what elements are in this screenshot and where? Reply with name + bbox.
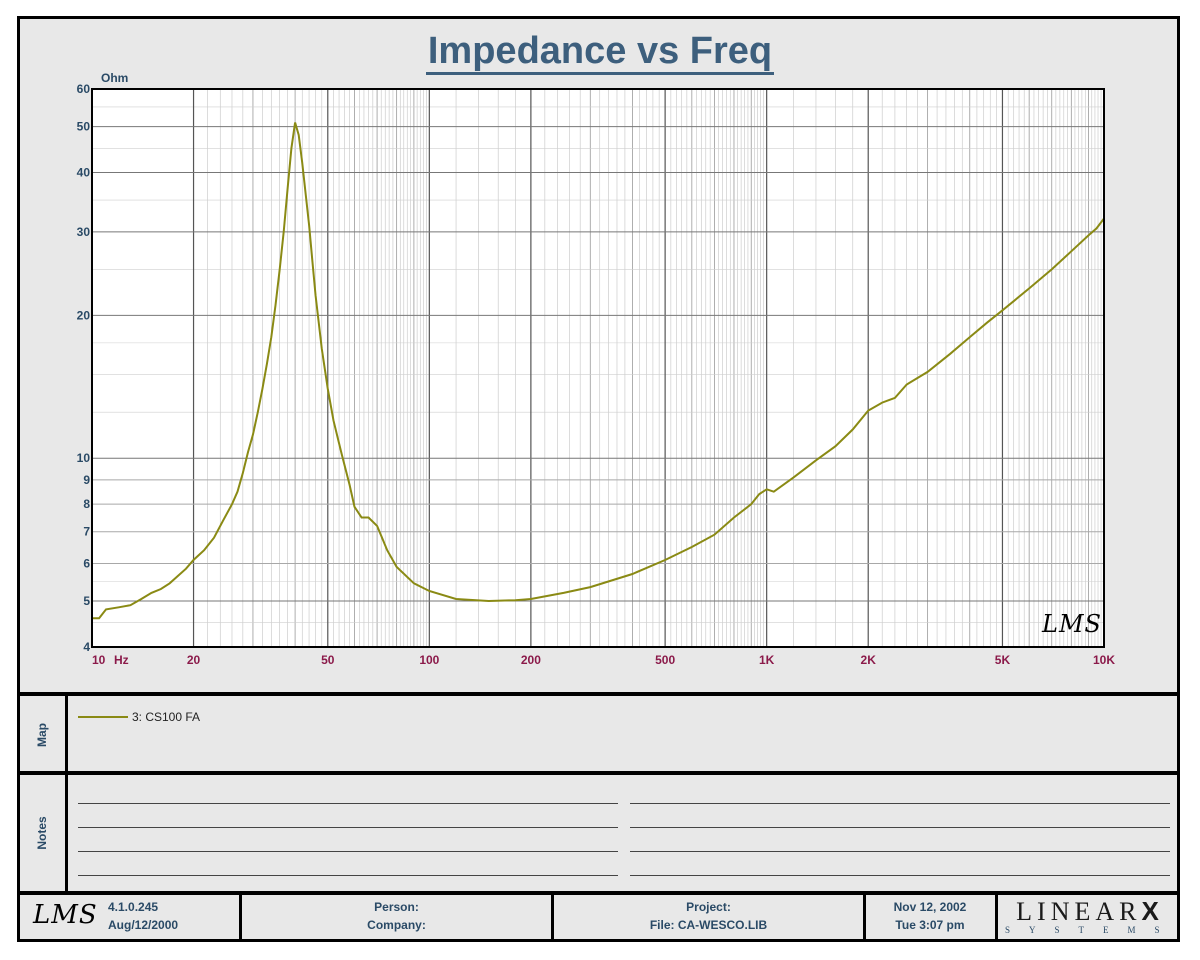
- notes-line[interactable]: [78, 803, 618, 804]
- time-text: Tue 3:07 pm: [895, 918, 965, 932]
- lms-logo: LMS: [33, 900, 98, 930]
- y-axis-unit: Ohm: [101, 71, 128, 85]
- y-tick-label: 40: [77, 166, 91, 180]
- linearx-logo: LINEARX SYSTEMS: [1005, 898, 1175, 935]
- lms-watermark: LMS: [1042, 610, 1102, 638]
- x-tick-label: 10: [92, 653, 106, 667]
- linearx-x-mark: X: [1141, 896, 1164, 926]
- notes-section-label: Notes: [35, 816, 49, 850]
- divider: [17, 891, 1180, 895]
- notes-line[interactable]: [78, 875, 618, 876]
- project-info: Project: File: CA-WESCO.LIB: [554, 898, 863, 938]
- notes-line[interactable]: [630, 803, 1170, 804]
- divider: [239, 894, 242, 942]
- y-tick-label: 4: [83, 640, 90, 654]
- company-label: Company:: [367, 918, 426, 932]
- divider: [65, 692, 68, 894]
- map-section-label: Map: [35, 723, 49, 747]
- x-tick-label: 100: [419, 653, 439, 667]
- x-tick-label: 1K: [759, 653, 775, 667]
- file-name: File: CA-WESCO.LIB: [649, 918, 768, 932]
- notes-line[interactable]: [630, 827, 1170, 828]
- y-tick-label: 5: [83, 594, 90, 608]
- impedance-curve: [92, 122, 1105, 620]
- x-tick-label: 50: [321, 653, 335, 667]
- y-tick-label: 60: [77, 82, 91, 96]
- notes-line[interactable]: [630, 851, 1170, 852]
- date-text: Nov 12, 2002: [893, 900, 967, 914]
- version-number: 4.1.0.245: [108, 900, 159, 914]
- impedance-chart: 60 50 40 30 20 10 9 8 7 6 5 4 10 20 50 100 200 500 1K 2K 5K…: [77, 71, 1116, 667]
- x-tick-label: 500: [655, 653, 675, 667]
- x-tick-label: 10K: [1093, 653, 1115, 667]
- legend-swatch: [78, 716, 128, 718]
- person-info: Person: Company:: [242, 898, 551, 938]
- x-tick-label: 5K: [995, 653, 1011, 667]
- notes-line[interactable]: [78, 851, 618, 852]
- x-tick-label: 200: [521, 653, 541, 667]
- divider: [863, 894, 866, 942]
- linearx-wordmark: LINEAR: [1016, 897, 1142, 926]
- build-date: Aug/12/2000: [108, 918, 179, 932]
- linearx-subtitle: SYSTEMS: [1005, 925, 1179, 935]
- version-info: 4.1.0.245 Aug/12/2000: [108, 898, 228, 938]
- project-label: Project:: [686, 900, 731, 914]
- y-tick-label: 7: [83, 525, 90, 539]
- divider: [17, 692, 1180, 696]
- y-tick-label: 30: [77, 225, 91, 239]
- notes-line[interactable]: [78, 827, 618, 828]
- plot-border: [91, 88, 1105, 648]
- timestamp: Nov 12, 2002 Tue 3:07 pm: [866, 898, 994, 938]
- y-tick-label: 6: [83, 556, 90, 570]
- y-tick-label: 8: [83, 497, 90, 511]
- person-label: Person:: [374, 900, 419, 914]
- y-tick-label: 20: [77, 308, 91, 322]
- divider: [995, 894, 998, 942]
- notes-line[interactable]: [630, 875, 1170, 876]
- divider: [17, 771, 1180, 775]
- chart-title: Impedance vs Freq: [0, 30, 1200, 75]
- divider: [551, 894, 554, 942]
- legend-entry: 3: CS100 FA: [132, 710, 201, 724]
- x-tick-label: 2K: [861, 653, 877, 667]
- legend: 3: CS100 FA: [78, 710, 200, 724]
- y-tick-label: 9: [83, 473, 90, 487]
- plot-area: [92, 89, 1104, 647]
- x-axis-unit: Hz: [114, 653, 129, 667]
- y-tick-label: 10: [77, 451, 91, 465]
- y-tick-label: 50: [77, 120, 91, 134]
- x-tick-label: 20: [187, 653, 201, 667]
